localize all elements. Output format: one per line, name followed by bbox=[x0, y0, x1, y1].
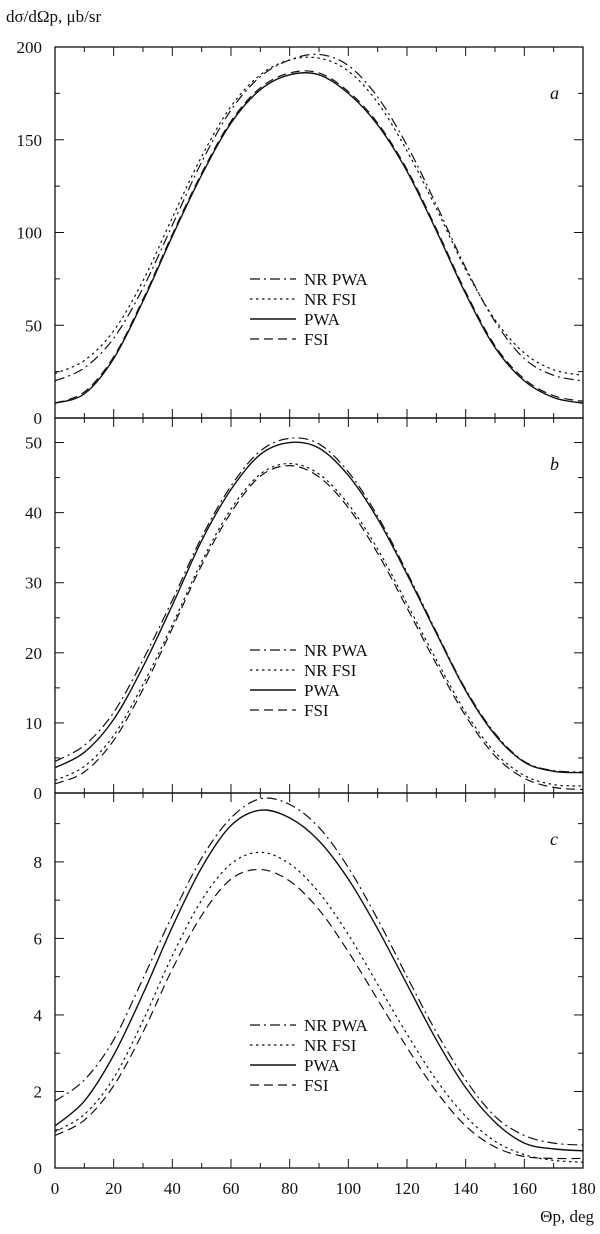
series-line-nr-fsi bbox=[54, 462, 584, 787]
y-tick-label: 10 bbox=[25, 714, 42, 733]
series-line-nr-pwa bbox=[54, 53, 584, 382]
x-axis-title: Θp, deg bbox=[540, 1207, 594, 1226]
series-line-pwa bbox=[54, 72, 584, 404]
x-tick-label: 80 bbox=[281, 1179, 298, 1198]
legend-label: FSI bbox=[304, 701, 329, 720]
y-tick-label: 100 bbox=[17, 224, 43, 243]
x-tick-label: 120 bbox=[394, 1179, 420, 1198]
series-line-pwa bbox=[54, 441, 584, 774]
y-tick-label: 4 bbox=[34, 1006, 43, 1025]
y-tick-label: 6 bbox=[34, 929, 43, 948]
x-tick-label: 20 bbox=[105, 1179, 122, 1198]
panel-frame bbox=[54, 46, 584, 419]
panel-letter: c bbox=[550, 829, 558, 849]
series-line-nr-fsi bbox=[54, 56, 584, 376]
legend-label: NR FSI bbox=[304, 1036, 357, 1055]
y-tick-label: 0 bbox=[34, 409, 43, 428]
y-tick-label: 50 bbox=[25, 316, 42, 335]
x-tick-label: 0 bbox=[51, 1179, 60, 1198]
legend-label: PWA bbox=[304, 1056, 341, 1075]
y-tick-label: 40 bbox=[25, 504, 42, 523]
series-line-fsi bbox=[54, 70, 584, 404]
legend-label: NR PWA bbox=[304, 1016, 368, 1035]
x-tick-label: 60 bbox=[223, 1179, 240, 1198]
legend-label: NR FSI bbox=[304, 290, 357, 309]
series-line-fsi bbox=[54, 868, 584, 1160]
y-tick-label: 50 bbox=[25, 434, 42, 453]
x-tick-label: 100 bbox=[336, 1179, 362, 1198]
y-axis-title: dσ/dΩp, μb/sr bbox=[6, 7, 101, 26]
series-line-nr-pwa bbox=[54, 797, 584, 1146]
y-tick-label: 0 bbox=[34, 1159, 43, 1178]
series-line-nr-fsi bbox=[54, 851, 584, 1163]
legend-label: FSI bbox=[304, 330, 329, 349]
y-tick-label: 20 bbox=[25, 644, 42, 663]
panel-frame bbox=[54, 792, 584, 1169]
y-tick-label: 2 bbox=[34, 1082, 43, 1101]
x-tick-label: 40 bbox=[164, 1179, 181, 1198]
x-tick-label: 140 bbox=[453, 1179, 479, 1198]
panel-letter: b bbox=[550, 454, 559, 474]
legend-label: PWA bbox=[304, 310, 341, 329]
y-tick-label: 8 bbox=[34, 853, 43, 872]
legend-label: NR PWA bbox=[304, 641, 368, 660]
series-line-pwa bbox=[54, 809, 584, 1152]
series-line-fsi bbox=[54, 465, 584, 791]
legend-label: FSI bbox=[304, 1076, 329, 1095]
y-tick-label: 200 bbox=[17, 38, 43, 57]
x-tick-label: 160 bbox=[512, 1179, 538, 1198]
legend-label: NR FSI bbox=[304, 661, 357, 680]
y-tick-label: 0 bbox=[34, 784, 43, 803]
y-tick-label: 30 bbox=[25, 574, 42, 593]
x-tick-label: 180 bbox=[570, 1179, 596, 1198]
panel-letter: a bbox=[550, 83, 559, 103]
y-tick-label: 150 bbox=[17, 131, 43, 150]
series-line-nr-pwa bbox=[54, 437, 584, 773]
legend-label: NR PWA bbox=[304, 270, 368, 289]
legend-label: PWA bbox=[304, 681, 341, 700]
